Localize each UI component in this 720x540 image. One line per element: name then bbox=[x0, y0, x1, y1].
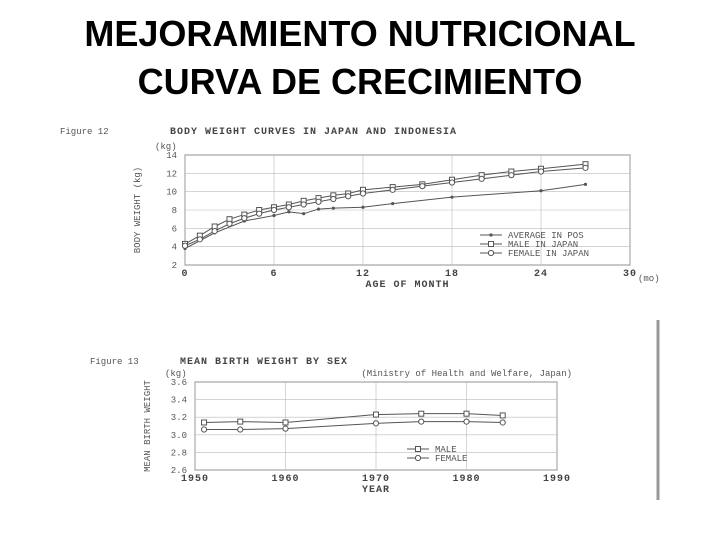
x-tick-label: 1990 bbox=[543, 474, 571, 485]
legend-marker bbox=[487, 249, 495, 257]
chart-title: MEAN BIRTH WEIGHT BY SEX bbox=[180, 357, 348, 368]
y-tick-label: 14 bbox=[166, 151, 177, 161]
x-unit: (mo) bbox=[638, 274, 660, 284]
marker bbox=[200, 426, 208, 433]
marker bbox=[391, 201, 395, 206]
marker bbox=[539, 189, 543, 193]
marker bbox=[582, 164, 589, 171]
y-tick-label: 3.0 bbox=[171, 431, 187, 441]
marker bbox=[499, 419, 506, 426]
x-tick-label: 1970 bbox=[362, 474, 390, 485]
x-tick-label: 1950 bbox=[181, 474, 209, 485]
marker bbox=[478, 175, 485, 182]
legend-marker bbox=[414, 454, 422, 462]
legend-label: FEMALE bbox=[435, 454, 467, 464]
marker bbox=[237, 426, 244, 433]
x-tick-label: 1980 bbox=[452, 474, 480, 485]
marker bbox=[201, 419, 208, 426]
marker bbox=[330, 195, 337, 203]
x-tick-label: 1960 bbox=[271, 474, 299, 485]
chart-subtitle: (Ministry of Health and Welfare, Japan) bbox=[361, 369, 572, 379]
marker bbox=[418, 410, 425, 417]
legend-marker bbox=[488, 241, 494, 247]
x-axis-label: AGE OF MONTH bbox=[365, 280, 449, 291]
marker bbox=[373, 411, 379, 418]
marker bbox=[418, 418, 425, 425]
chart-title: BODY WEIGHT CURVES IN JAPAN AND INDONESI… bbox=[170, 127, 457, 138]
marker bbox=[272, 213, 276, 218]
y-tick-label: 3.6 bbox=[171, 378, 187, 388]
y-unit: (kg) bbox=[155, 142, 177, 152]
figure-label: Figure 13 bbox=[90, 357, 139, 367]
marker bbox=[450, 195, 454, 199]
marker bbox=[583, 182, 588, 186]
legend-label: FEMALE IN JAPAN bbox=[508, 249, 589, 259]
x-tick-label: 24 bbox=[534, 269, 548, 280]
marker bbox=[211, 227, 218, 235]
marker bbox=[537, 168, 545, 175]
series-line bbox=[204, 421, 503, 431]
marker bbox=[302, 212, 306, 216]
marker bbox=[285, 204, 292, 211]
legend-label: AVERAGE IN POS bbox=[508, 231, 584, 241]
marker bbox=[282, 425, 289, 432]
y-tick-label: 2.8 bbox=[171, 448, 187, 458]
marker bbox=[448, 179, 456, 186]
marker bbox=[315, 198, 322, 205]
y-tick-label: 12 bbox=[166, 169, 177, 179]
x-tick-label: 12 bbox=[356, 269, 370, 280]
marker bbox=[181, 242, 189, 249]
legend-label: MALE bbox=[435, 445, 457, 455]
marker bbox=[508, 172, 515, 179]
y-axis-label: MEAN BIRTH WEIGHT bbox=[143, 380, 153, 472]
y-tick-label: 3.2 bbox=[171, 413, 187, 423]
y-tick-label: 4 bbox=[172, 243, 177, 253]
y-tick-label: 2.6 bbox=[171, 466, 187, 476]
marker bbox=[419, 183, 426, 190]
marker bbox=[237, 418, 244, 425]
marker bbox=[300, 201, 307, 208]
marker bbox=[359, 190, 367, 197]
y-tick-label: 6 bbox=[172, 224, 177, 234]
marker bbox=[241, 215, 248, 222]
marker bbox=[282, 419, 289, 426]
y-tick-label: 2 bbox=[172, 261, 177, 271]
legend-label: MALE IN JAPAN bbox=[508, 240, 578, 250]
y-axis-label: BODY WEIGHT (kg) bbox=[133, 167, 143, 253]
marker bbox=[196, 236, 203, 243]
marker bbox=[389, 186, 396, 193]
figure-label: Figure 12 bbox=[60, 127, 109, 137]
legend-marker bbox=[489, 233, 493, 237]
x-tick-label: 18 bbox=[445, 269, 459, 280]
marker bbox=[372, 420, 380, 427]
marker bbox=[361, 205, 365, 209]
marker bbox=[226, 220, 233, 227]
marker bbox=[287, 210, 291, 214]
y-tick-label: 10 bbox=[166, 188, 177, 198]
x-axis-label: YEAR bbox=[362, 485, 390, 496]
x-tick-label: 6 bbox=[270, 269, 277, 280]
marker bbox=[256, 210, 263, 217]
slide-title: MEJORAMIENTO NUTRICIONAL bbox=[84, 13, 635, 54]
marker bbox=[463, 418, 470, 425]
slide-title: CURVA DE CRECIMIENTO bbox=[138, 61, 583, 102]
x-tick-label: 30 bbox=[623, 269, 637, 280]
marker bbox=[345, 193, 352, 200]
marker bbox=[331, 206, 335, 210]
legend-marker bbox=[415, 446, 421, 452]
x-tick-label: 0 bbox=[181, 269, 188, 280]
y-tick-label: 3.4 bbox=[171, 396, 187, 406]
y-unit: (kg) bbox=[165, 369, 187, 379]
marker bbox=[316, 207, 321, 211]
marker bbox=[499, 412, 506, 419]
y-tick-label: 8 bbox=[172, 206, 177, 216]
marker bbox=[270, 206, 278, 214]
marker bbox=[463, 410, 470, 417]
